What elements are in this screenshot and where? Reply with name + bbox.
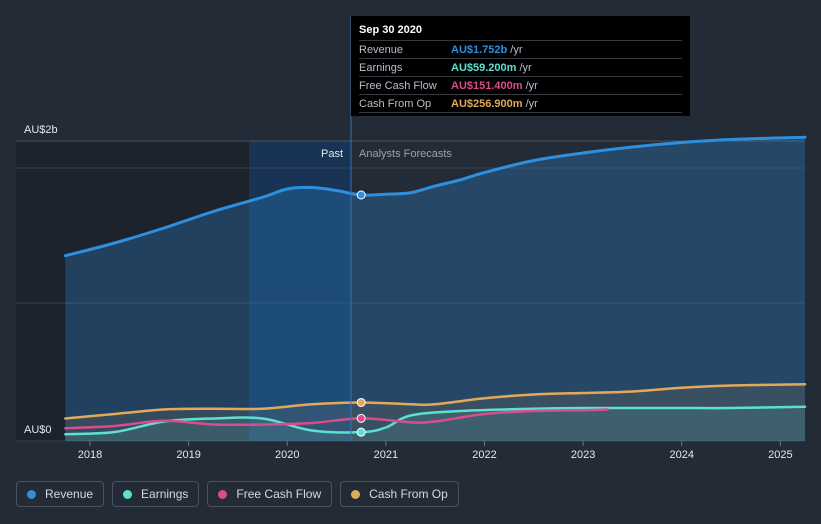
series-lines [63, 135, 807, 436]
highlight-dots [356, 190, 366, 437]
legend-label: Cash From Op [369, 487, 448, 501]
tooltip-value: AU$59.200m [451, 62, 517, 74]
legend-label: Revenue [45, 487, 94, 501]
x-tick-label: 2023 [571, 449, 595, 461]
area-earnings [65, 406, 805, 441]
x-tick-label: 2022 [472, 449, 496, 461]
area-revenue [65, 137, 805, 441]
grid-lines [16, 140, 805, 442]
past-label: Past [321, 148, 343, 160]
line-cash-from-op [64, 383, 807, 420]
tooltip-date: Sep 30 2020 [359, 22, 682, 41]
tooltip-unit: /yr [510, 44, 523, 56]
x-tick-label: 2021 [374, 449, 398, 461]
point-cash-from-op [356, 397, 366, 407]
legend-dot-icon [351, 489, 361, 499]
tooltip-row-revenue: Revenue AU$1.752b /yr [359, 41, 682, 59]
legend-item-cash-from-op[interactable]: Cash From Op [340, 481, 459, 507]
tooltip-unit: /yr [519, 62, 532, 74]
x-tick-label: 2018 [78, 449, 102, 461]
legend-item-earnings[interactable]: Earnings [112, 481, 200, 507]
y-axis-top-label: AU$2b [24, 124, 58, 136]
legend: Revenue Earnings Free Cash Flow Cash Fro… [16, 481, 459, 507]
x-tick-label: 2025 [768, 449, 792, 461]
series-areas [65, 137, 805, 441]
tooltip-label: Free Cash Flow [359, 80, 437, 92]
line-revenue [63, 135, 807, 258]
tooltip-label: Earnings [359, 62, 403, 74]
tooltip-value: AU$1.752b [451, 44, 508, 56]
tooltip-row-free-cash-flow: Free Cash Flow AU$151.400m /yr [359, 77, 682, 95]
tooltip-label: Revenue [359, 44, 404, 56]
legend-item-revenue[interactable]: Revenue [16, 481, 105, 507]
tooltip-value: AU$256.900m [451, 98, 523, 110]
legend-label: Free Cash Flow [236, 487, 322, 501]
legend-label: Earnings [141, 487, 189, 501]
tooltip-label: Cash From Op [359, 98, 432, 110]
x-axis: 2018 2019 2020 2021 2022 2023 2024 2025 [78, 441, 793, 461]
tooltip: Sep 30 2020 Revenue AU$1.752b /yr Earnin… [351, 16, 690, 116]
x-tick-label: 2020 [275, 449, 299, 461]
tooltip-unit: /yr [525, 98, 538, 110]
tooltip-row-cash-from-op: Cash From Op AU$256.900m /yr [359, 95, 682, 113]
tooltip-value: AU$151.400m [451, 80, 523, 92]
forecast-label: Analysts Forecasts [359, 148, 452, 160]
point-earnings [356, 427, 366, 437]
y-axis-bottom-label: AU$0 [24, 424, 52, 436]
tooltip-unit: /yr [525, 80, 538, 92]
line-earnings [64, 405, 807, 436]
legend-dot-icon [123, 489, 133, 499]
point-revenue [356, 190, 366, 200]
legend-dot-icon [218, 489, 228, 499]
legend-dot-icon [27, 489, 36, 499]
tooltip-row-earnings: Earnings AU$59.200m /yr [359, 59, 682, 77]
x-tick-label: 2024 [669, 449, 693, 461]
legend-item-free-cash-flow[interactable]: Free Cash Flow [207, 481, 333, 507]
x-tick-label: 2019 [176, 449, 200, 461]
point-free-cash-flow [356, 413, 366, 423]
